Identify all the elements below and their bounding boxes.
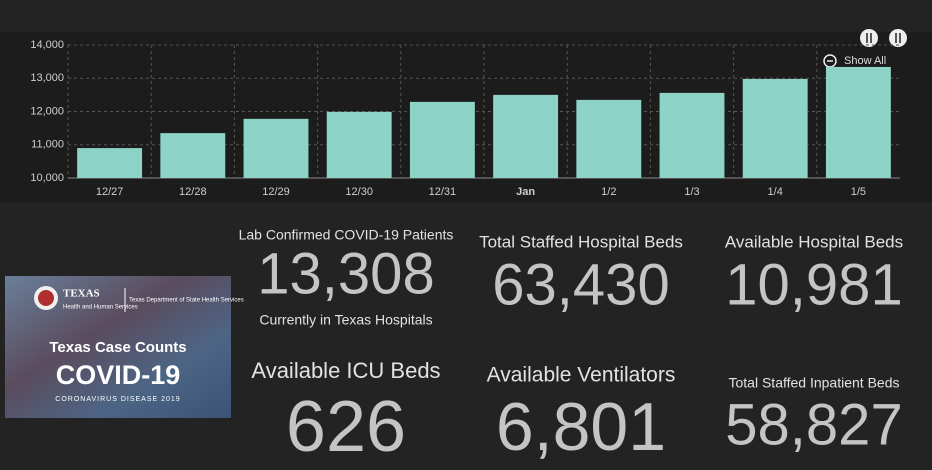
stat-label: Available ICU Beds — [251, 358, 440, 383]
y-tick-label: 14,000 — [30, 39, 64, 51]
stat-label: Available Ventilators — [487, 364, 676, 387]
logo: TEXAS Health and Human Services Texas De… — [5, 276, 244, 418]
stat-label: Lab Confirmed COVID-19 Patients — [239, 227, 454, 243]
logo-title: COVID-19 — [56, 360, 181, 390]
icon — [870, 33, 872, 43]
stat-label: Total Staffed Inpatient Beds — [729, 375, 900, 391]
bar — [493, 94, 559, 178]
x-tick-label: 1/5 — [851, 186, 866, 198]
x-tick-label: 12/31 — [429, 186, 457, 198]
x-tick-label: Jan — [516, 186, 535, 198]
seal — [38, 290, 54, 306]
bar-chart: 10,000 11,000 12,000 13,000 14,000 12/27 12/28… — [30, 39, 900, 198]
stat-note: Currently in Texas Hospitals — [259, 312, 432, 328]
y-tick-label: 12,000 — [30, 105, 64, 117]
chart-controls[interactable]: Show All — [823, 29, 907, 68]
logo-heading: Texas Case Counts — [49, 339, 186, 356]
stat-value: 58,827 — [725, 392, 902, 457]
logo-state: TEXAS — [63, 288, 100, 300]
bar — [576, 99, 642, 178]
pause-button[interactable] — [889, 29, 907, 47]
stat-label: Total Staffed Hospital Beds — [479, 232, 683, 251]
x-tick-label: 12/30 — [345, 186, 373, 198]
bar — [326, 111, 392, 178]
bar — [160, 133, 226, 178]
y-tick-label: 11,000 — [31, 139, 64, 151]
y-tick-label: 10,000 — [30, 172, 64, 184]
logo-department: Texas Department of State Health Service… — [129, 298, 244, 304]
logo-agency: Health and Human Services — [63, 305, 138, 311]
show-all-button[interactable]: Show All — [844, 55, 886, 67]
icon — [866, 33, 868, 43]
icon — [895, 33, 897, 43]
stat-value: 13,308 — [257, 241, 434, 306]
stats: Lab Confirmed COVID-19 Patients 13,308 C… — [239, 227, 904, 467]
bar — [77, 148, 143, 178]
y-tick-label: 13,000 — [30, 72, 64, 84]
x-tick-label: 12/29 — [262, 186, 290, 198]
bar — [409, 101, 475, 178]
stat-value: 63,430 — [492, 252, 669, 317]
x-tick-label: 1/2 — [601, 186, 616, 198]
bar — [659, 92, 725, 178]
stat-label: Available Hospital Beds — [725, 232, 903, 251]
bar — [742, 78, 808, 178]
pause-button[interactable] — [860, 29, 878, 47]
icon — [899, 33, 901, 43]
logo-subtitle: CORONAVIRUS DISEASE 2019 — [55, 396, 180, 403]
stat-value: 626 — [286, 387, 406, 467]
x-tick-label: 12/27 — [96, 186, 124, 198]
x-tick-label: 12/28 — [179, 186, 207, 198]
bar — [243, 118, 309, 178]
bar — [825, 66, 891, 178]
x-tick-label: 1/3 — [684, 186, 699, 198]
stat-value: 6,801 — [496, 389, 666, 465]
stat-value: 10,981 — [725, 252, 902, 317]
x-tick-label: 1/4 — [768, 186, 783, 198]
